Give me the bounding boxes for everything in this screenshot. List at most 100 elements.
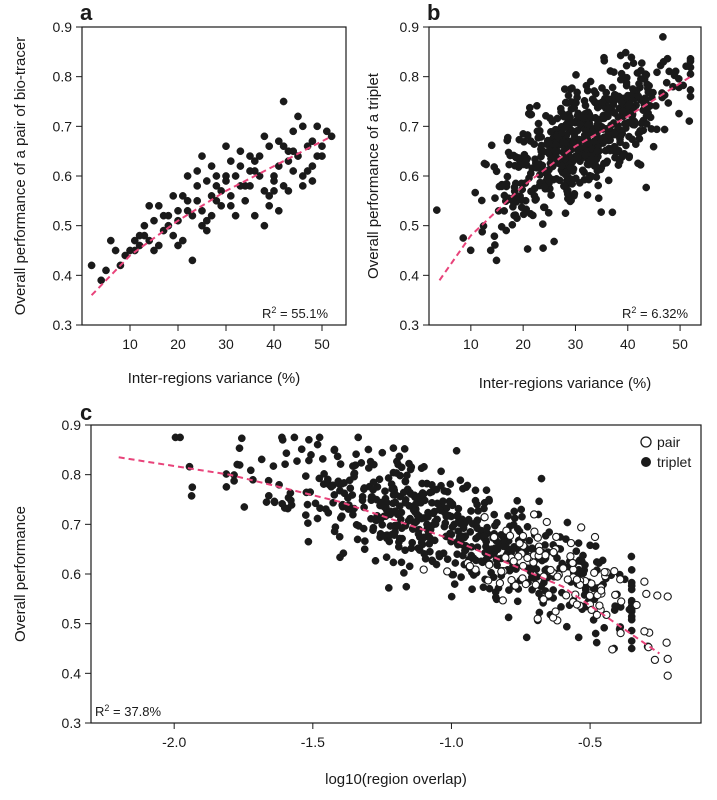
- panel-c-triplet-point: [600, 623, 609, 632]
- panel-c-pair-point: [485, 560, 494, 569]
- panel-c-triplet-point: [357, 459, 366, 467]
- panel-c-pair-point: [419, 565, 428, 574]
- panel-c-triplet-point: [553, 554, 561, 562]
- panel-c-triplet-point: [313, 514, 322, 523]
- panel-b-point: [600, 133, 609, 142]
- panel-b-point: [540, 182, 549, 191]
- panel-c-pair-point: [566, 538, 576, 548]
- panel-c-x-tick-label: -0.5: [578, 734, 602, 750]
- panel-b-point: [572, 71, 580, 79]
- legend-pair-label: pair: [657, 434, 681, 450]
- panel-c-triplet-point: [352, 450, 360, 459]
- panel-a-point: [222, 142, 230, 151]
- panel-b-point: [625, 99, 634, 108]
- panel-c-triplet-point: [442, 512, 451, 521]
- panel-a-point: [303, 167, 312, 175]
- panel-c-triplet-point: [304, 537, 313, 546]
- panel-a-x-tick-label: 50: [314, 336, 330, 352]
- panel-a-point: [145, 201, 154, 210]
- panel-b-point: [581, 151, 590, 160]
- panel-a-point: [188, 211, 197, 220]
- panel-c-triplet-point: [482, 486, 491, 495]
- panel-c-triplet-point: [510, 507, 519, 516]
- panel-b-point: [686, 70, 695, 78]
- panel-c-triplet-point: [269, 462, 278, 470]
- panel-a-point: [250, 157, 259, 165]
- panel-b-point: [511, 161, 519, 170]
- panel-b-point: [559, 112, 568, 121]
- panel-a-point: [255, 152, 264, 160]
- panel-c-triplet-point: [428, 481, 436, 489]
- panel-c-triplet-point: [493, 561, 501, 570]
- panel-a-ylabel: Overall performance of a pair of bio-tra…: [12, 37, 29, 315]
- panel-a-point: [284, 147, 293, 156]
- panel-c-y-tick-label: 0.9: [62, 417, 82, 433]
- panel-b-point: [478, 227, 487, 236]
- panel-a-y-tick-label: 0.4: [53, 267, 73, 283]
- panel-c-pair-point: [663, 654, 672, 664]
- panel-c-triplet-point: [360, 545, 369, 554]
- panel-a-point: [217, 201, 226, 210]
- panel-c-triplet-point: [446, 480, 455, 488]
- panel-b-point: [604, 109, 613, 118]
- panel-c-triplet-point: [364, 445, 373, 454]
- panel-b-point: [636, 126, 644, 135]
- panel-b-point: [627, 53, 636, 62]
- panel-c-triplet-point: [499, 542, 508, 551]
- panel-a-point: [207, 211, 216, 220]
- panel-b-point: [620, 149, 629, 158]
- panel-a-point: [97, 276, 106, 285]
- panel-c-letter: c: [80, 400, 92, 425]
- panel-c-triplet-point: [280, 504, 289, 512]
- panel-c-triplet-point: [456, 519, 465, 528]
- panel-b-point: [494, 207, 503, 215]
- panel-b-point: [561, 170, 570, 179]
- panel-b-point: [529, 211, 537, 220]
- panel-b-point: [544, 208, 553, 217]
- panel-c-x-tick-label: -1.5: [301, 734, 325, 750]
- panel-b-point: [622, 141, 630, 150]
- panel-a-point: [198, 206, 206, 215]
- panel-a-point: [140, 221, 149, 230]
- panel-b-point: [537, 141, 546, 150]
- panel-a-point: [260, 221, 269, 230]
- panel-c-pair-point: [498, 596, 507, 605]
- panel-c-ylabel: Overall performance: [12, 506, 29, 642]
- panel-b-point: [605, 95, 614, 104]
- panel-a-point: [106, 236, 115, 245]
- panel-a-y-tick-label: 0.9: [53, 19, 73, 35]
- panel-b-point: [471, 188, 480, 197]
- panel-b-point: [652, 125, 661, 134]
- panel-c-triplet-point: [448, 523, 457, 531]
- panel-c-pair-point: [518, 561, 528, 571]
- panel-c-pair-point: [530, 527, 539, 536]
- panel-c-triplet-point: [627, 566, 636, 574]
- panel-c-triplet-point: [591, 629, 600, 638]
- panel-c-pair-point: [608, 645, 617, 654]
- panel-b-point: [522, 205, 531, 214]
- panel-c-pair-point: [531, 580, 540, 589]
- panel-a-point: [322, 127, 331, 136]
- panel-b-point: [642, 112, 651, 120]
- panel-b-point: [520, 150, 529, 159]
- panel-b-point: [564, 91, 573, 100]
- panel-c-pair-point: [642, 589, 651, 599]
- panel-c-triplet-point: [405, 459, 413, 468]
- panel-a-x-tick-label: 20: [170, 336, 186, 352]
- panel-c-triplet-point: [414, 530, 423, 538]
- panel-a-point: [250, 211, 259, 220]
- panel-b-point: [539, 244, 547, 252]
- panel-a-point: [183, 196, 192, 205]
- panel-c-triplet-point: [346, 484, 355, 493]
- panel-c-triplet-point: [572, 547, 581, 556]
- panel-c-triplet-point: [415, 546, 424, 554]
- panel-c-triplet-point: [456, 476, 465, 485]
- panel-b-point: [534, 119, 543, 128]
- panel-b-point: [642, 120, 651, 128]
- panel-b-point: [491, 194, 499, 202]
- panel-b-point: [602, 158, 611, 167]
- panel-a-y-tick-label: 0.8: [53, 69, 73, 85]
- panel-b-letter: b: [427, 0, 440, 25]
- panel-a-point: [102, 266, 110, 275]
- panel-c-pair-point: [663, 592, 672, 601]
